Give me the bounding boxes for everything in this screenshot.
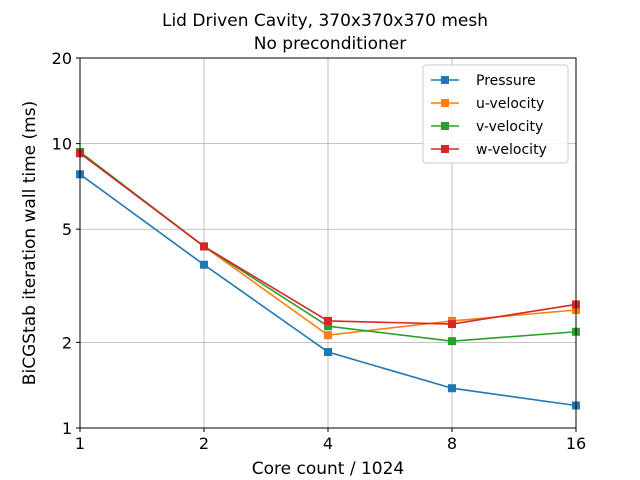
legend-marker (441, 99, 449, 107)
data-point (200, 260, 208, 269)
y-tick-label: 10 (52, 135, 72, 154)
legend-marker (441, 76, 449, 84)
legend-marker (441, 122, 449, 130)
x-axis-label: Core count / 1024 (252, 459, 405, 479)
chart-subtitle: No preconditioner (254, 34, 406, 54)
legend-item: w-velocity (431, 142, 547, 158)
y-tick-label: 2 (62, 333, 72, 352)
chart-title: Lid Driven Cavity, 370x370x370 mesh (162, 11, 488, 31)
y-axis-label: BiCGStab iteration wall time (ms) (20, 101, 40, 385)
x-tick-label: 4 (323, 434, 333, 453)
legend-item: Pressure (431, 73, 536, 89)
data-point (324, 331, 332, 340)
legend-box (422, 64, 569, 164)
legend: Pressure u-velocity v-velocity w-velocity (422, 64, 569, 164)
y-tick-label: 5 (62, 220, 72, 239)
x-tick-label: 2 (199, 434, 209, 453)
legend-label: w-velocity (476, 142, 547, 158)
legend-label: Pressure (476, 73, 536, 89)
y-tick-label: 1 (62, 419, 72, 438)
x-tick-label: 1 (75, 434, 85, 453)
data-point (200, 242, 208, 251)
data-point (448, 337, 456, 346)
data-point (448, 320, 456, 329)
legend-item: v-velocity (431, 119, 543, 135)
legend-item: u-velocity (431, 96, 544, 112)
data-point (324, 348, 332, 357)
y-tick-label: 20 (52, 49, 72, 68)
legend-label: u-velocity (476, 96, 544, 112)
data-point (324, 316, 332, 325)
legend-label: v-velocity (476, 119, 543, 135)
data-point (448, 384, 456, 393)
legend-marker (441, 145, 449, 153)
x-tick-label: 16 (566, 434, 586, 453)
data-point (324, 322, 332, 331)
axis-ticks: 1 2 4 8 16 1 2 5 10 20 (52, 49, 587, 453)
x-tick-label: 8 (447, 434, 457, 453)
